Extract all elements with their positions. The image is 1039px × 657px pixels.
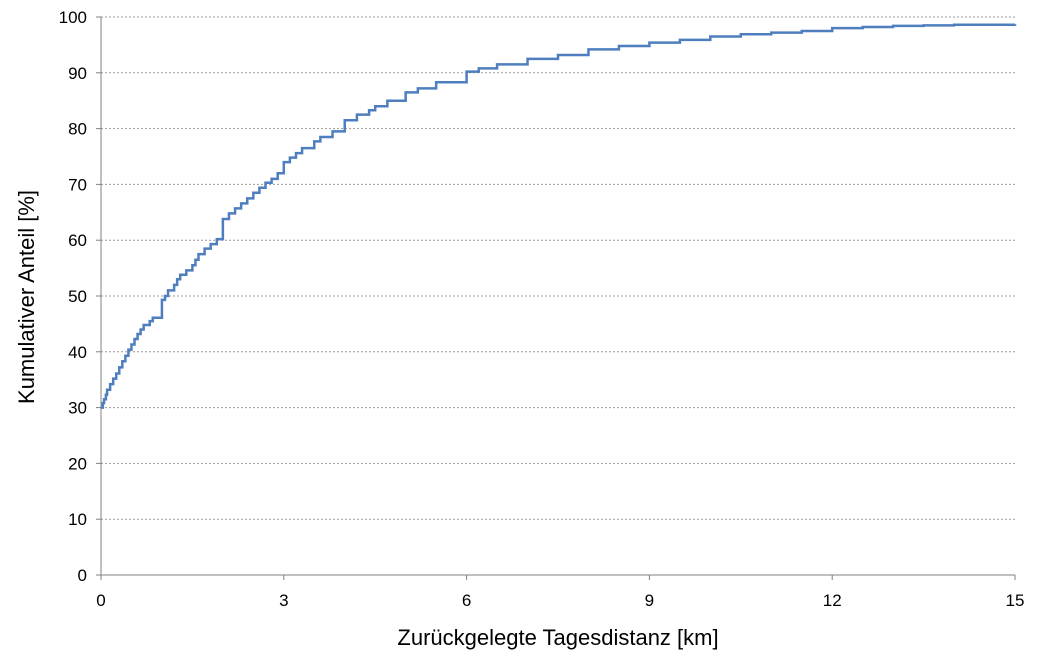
- y-axis-title: Kumulativer Anteil [%]: [14, 190, 39, 404]
- x-tick-label-3: 9: [645, 591, 654, 610]
- series-line-0: [101, 23, 1017, 409]
- y-tick-label-10: 100: [59, 8, 87, 27]
- y-tick-label-1: 10: [68, 510, 87, 529]
- gridlines: [101, 16, 1015, 520]
- tick-labels: 0 10 20 30 40 50 60 70 80 90 100 0 3 6 9 12 15: [59, 8, 1025, 610]
- y-tick-label-8: 80: [68, 120, 87, 139]
- y-tick-label-7: 70: [68, 175, 87, 194]
- y-tick-label-5: 50: [68, 287, 87, 306]
- x-tick-label-2: 6: [462, 591, 471, 610]
- x-tick-label-4: 12: [823, 591, 842, 610]
- y-tick-label-3: 30: [68, 399, 87, 418]
- x-tick-label-0: 0: [96, 591, 105, 610]
- x-axis-title: Zurückgelegte Tagesdistanz [km]: [397, 625, 718, 650]
- y-tick-label-9: 90: [68, 64, 87, 83]
- y-tick-label-2: 20: [68, 454, 87, 473]
- y-tick-label-6: 60: [68, 231, 87, 250]
- axes: [96, 16, 1016, 580]
- y-tick-label-0: 0: [78, 566, 87, 585]
- x-tick-label-1: 3: [279, 591, 288, 610]
- x-tick-label-5: 15: [1006, 591, 1025, 610]
- y-tick-label-4: 40: [68, 343, 87, 362]
- series-layer: [101, 23, 1017, 409]
